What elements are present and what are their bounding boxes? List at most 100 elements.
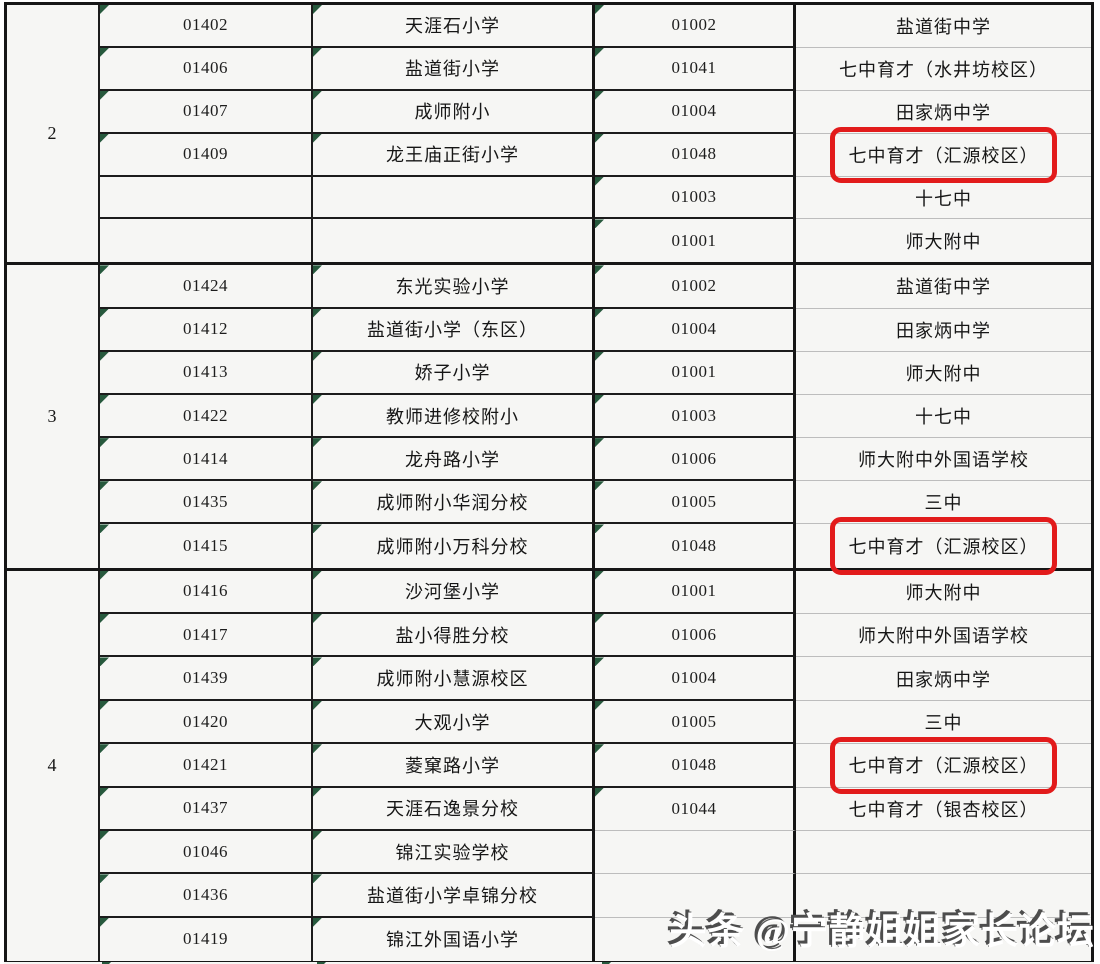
middle-code-cell-label: 01041 <box>671 58 717 78</box>
green-corner-triangle-icon <box>100 47 109 57</box>
primary-code-cell: 01437 <box>100 787 313 831</box>
primary-code-cell: 01435 <box>100 481 313 525</box>
green-corner-triangle-icon <box>100 438 109 448</box>
middle-school-cell: 七中育才（水井坊校区） <box>796 47 1091 91</box>
middle-code-cell-label: 01006 <box>671 624 717 644</box>
middle-code-cell-label: 01001 <box>671 581 717 601</box>
green-corner-triangle-icon <box>100 90 109 100</box>
primary-school-cell-label: 天涯石小学 <box>405 16 500 37</box>
middle-code-cell-label: 01002 <box>671 275 717 295</box>
primary-code-cell: 01413 <box>100 351 313 395</box>
primary-code-cell: 01436 <box>100 874 313 918</box>
middle-school-cell <box>796 874 1091 918</box>
primary-school-cell-label: 盐道街小学卓锦分校 <box>367 886 538 907</box>
group-number-cell: 3 <box>7 265 100 568</box>
middle-school-cell-label: 七中育才（水井坊校区） <box>839 59 1048 80</box>
middle-code-cell-label: 01005 <box>671 491 717 511</box>
green-corner-triangle-icon <box>313 874 322 884</box>
green-corner-triangle-icon <box>100 481 109 491</box>
primary-code-cell-label: 01435 <box>183 491 228 511</box>
middle-school-cell-label: 十七中 <box>915 407 972 427</box>
green-corner-triangle-icon <box>100 787 109 797</box>
middle-school-cell-label: 盐道街中学 <box>896 16 991 37</box>
middle-school-cell: 盐道街中学 <box>796 265 1091 309</box>
primary-school-cell: 成师附小慧源校区 <box>313 657 595 701</box>
primary-code-cell-label: 01421 <box>183 754 228 774</box>
primary-school-cell-label: 锦江外国语小学 <box>386 930 519 951</box>
primary-school-cell-label: 成师附小万科分校 <box>376 537 529 558</box>
green-corner-triangle-icon <box>313 90 322 100</box>
green-corner-triangle-icon <box>595 47 604 57</box>
primary-code-cell-label: 01409 <box>183 144 228 164</box>
middle-code-cell: 01001 <box>595 219 796 263</box>
primary-code-cell-label: 01406 <box>183 58 228 78</box>
middle-school-cell-label: 七中育才（汇源校区） <box>848 756 1039 777</box>
middle-school-cell: 三中 <box>796 481 1091 525</box>
middle-code-cell: 01004 <box>595 308 796 352</box>
green-corner-triangle-icon <box>100 308 109 318</box>
middle-code-cell: 01004 <box>595 657 796 701</box>
middle-code-cell-label: 01003 <box>671 405 717 425</box>
primary-school-cell: 锦江实验学校 <box>313 831 595 875</box>
primary-code-cell: 01414 <box>100 438 313 482</box>
middle-school-cell-label: 师大附中外国语学校 <box>858 626 1029 647</box>
primary-school-cell-label: 成师附小 <box>414 102 491 123</box>
middle-code-cell-label: 01004 <box>671 668 717 688</box>
middle-school-cell <box>796 917 1091 962</box>
primary-code-cell: 01424 <box>100 265 313 309</box>
primary-code-cell-label: 01414 <box>183 448 228 468</box>
primary-school-cell-label: 天涯石逸景分校 <box>386 799 519 820</box>
middle-code-cell: 01041 <box>595 47 796 91</box>
middle-school-cell-label: 十七中 <box>915 188 972 209</box>
green-corner-triangle-icon <box>100 614 109 624</box>
middle-code-cell: 01001 <box>595 351 796 395</box>
green-corner-triangle-icon <box>595 90 604 100</box>
primary-school-cell: 沙河堡小学 <box>313 570 595 615</box>
middle-code-cell <box>595 831 796 875</box>
primary-code-cell: 01420 <box>100 700 313 745</box>
green-corner-triangle-icon <box>595 657 604 667</box>
primary-code-cell-label: 01417 <box>183 624 228 644</box>
table-group-3: 3 01424 东光实验小学 01002 盐道街中学 01412 盐道街小学（东区） 0100… <box>7 265 1091 575</box>
middle-school-cell-label: 田家炳中学 <box>896 669 991 690</box>
group-number-cell-label: 3 <box>47 406 58 426</box>
primary-code-cell: 01419 <box>100 917 313 962</box>
primary-code-cell: 01412 <box>100 308 313 352</box>
primary-school-cell: 盐道街小学卓锦分校 <box>313 874 595 918</box>
middle-code-cell-label: 01001 <box>671 362 717 382</box>
primary-school-cell <box>313 176 595 220</box>
middle-school-cell-label: 师大附中 <box>905 582 982 603</box>
primary-code-cell: 01409 <box>100 133 313 177</box>
green-corner-triangle-icon <box>313 47 322 57</box>
middle-code-cell-label: 01004 <box>671 101 717 121</box>
green-corner-triangle-icon <box>602 962 611 964</box>
middle-code-cell-label: 01048 <box>671 536 717 556</box>
primary-code-cell: 01421 <box>100 744 313 788</box>
green-corner-triangle-icon <box>595 570 604 580</box>
green-corner-triangle-icon <box>100 831 109 840</box>
middle-code-cell: 01002 <box>595 5 796 48</box>
middle-school-cell-label: 七中育才（汇源校区） <box>848 537 1039 558</box>
green-corner-triangle-icon <box>313 265 322 275</box>
green-corner-triangle-icon <box>313 657 322 667</box>
middle-code-cell: 01001 <box>595 570 796 615</box>
green-corner-triangle-icon <box>595 524 604 534</box>
primary-code-cell-label: 01046 <box>183 841 228 861</box>
middle-school-cell-label: 七中育才（汇源校区） <box>848 145 1039 166</box>
middle-school-cell: 三中 <box>796 700 1091 745</box>
green-corner-triangle-icon <box>317 962 326 964</box>
primary-school-cell: 天涯石小学 <box>313 5 595 48</box>
primary-code-cell <box>100 176 313 220</box>
middle-code-cell: 01005 <box>595 481 796 525</box>
green-corner-triangle-icon <box>313 917 322 927</box>
primary-code-cell: 01416 <box>100 570 313 615</box>
group-number-cell-label: 2 <box>47 123 58 144</box>
primary-code-cell: 01402 <box>100 5 313 48</box>
green-corner-triangle-icon <box>595 351 604 361</box>
middle-school-cell: 师大附中外国语学校 <box>796 438 1091 482</box>
middle-school-cell-label: 师大附中 <box>905 363 982 384</box>
middle-school-cell: 田家炳中学 <box>796 90 1091 134</box>
primary-school-cell: 龙王庙正街小学 <box>313 133 595 177</box>
primary-school-cell-label: 娇子小学 <box>414 363 491 384</box>
next-section-sliver <box>4 962 1094 964</box>
